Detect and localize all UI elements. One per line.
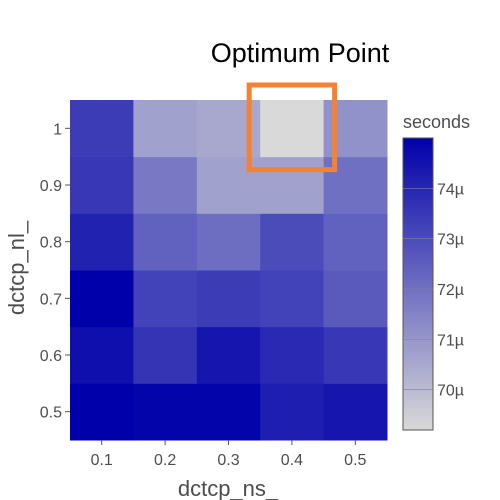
color-legend: seconds 70µ 71µ 72µ 73µ 74µ <box>402 112 470 431</box>
heatmap-cell <box>323 326 388 384</box>
x-axis-title: dctcp_ns_ <box>178 476 279 500</box>
heatmap-cell <box>70 326 134 384</box>
colorbar-tick-label: 74µ <box>437 181 464 198</box>
y-tick-label: 0.5 <box>40 405 62 422</box>
heatmap-cell <box>133 213 198 271</box>
heatmap-cell <box>260 156 325 214</box>
heatmap-cell <box>133 326 198 384</box>
x-tick-label: 0.2 <box>154 452 176 469</box>
heatmap-cell <box>133 100 198 158</box>
optimum-highlight-box <box>246 82 338 173</box>
y-axis-title: dctcp_nl_ <box>4 220 29 315</box>
heatmap-cell <box>323 383 388 441</box>
colorbar <box>402 137 434 431</box>
x-tick-label: 0.1 <box>91 452 113 469</box>
x-tick-label: 0.4 <box>281 452 303 469</box>
heatmap-cell <box>196 270 261 328</box>
y-axis-ticks: 0.5 0.6 0.7 0.8 0.9 1 <box>40 121 70 422</box>
heatmap-cell <box>70 383 134 441</box>
heatmap-cell <box>70 270 134 328</box>
heatmap-cell <box>323 270 388 328</box>
colorbar-tick-label: 71µ <box>437 332 464 349</box>
y-tick-label: 0.8 <box>40 235 62 252</box>
heatmap-cell <box>70 100 134 158</box>
x-axis-ticks: 0.1 0.2 0.3 0.4 0.5 <box>91 440 367 469</box>
colorbar-ticks: 70µ 71µ 72µ 73µ 74µ <box>403 181 464 400</box>
chart-title: Optimum Point <box>211 38 390 68</box>
legend-title: seconds <box>403 112 470 132</box>
heatmap-cell <box>196 326 261 384</box>
y-tick-label: 0.7 <box>40 291 62 308</box>
heatmap-cell <box>260 213 325 271</box>
heatmap-cell <box>260 326 325 384</box>
heatmap-cell <box>70 156 134 214</box>
y-tick-label: 0.6 <box>40 348 62 365</box>
heatmap-cell <box>133 156 198 214</box>
heatmap-cell <box>323 213 388 271</box>
heatmap-cell <box>260 100 325 158</box>
colorbar-tick-label: 72µ <box>437 282 464 299</box>
heatmap-cell <box>260 270 325 328</box>
heatmap-cell <box>70 213 134 271</box>
heatmap-cell <box>133 270 198 328</box>
optimum-highlight-rect <box>246 82 338 173</box>
heatmap-cells <box>70 100 388 441</box>
colorbar-tick-label: 70µ <box>437 383 464 400</box>
heatmap-cell <box>196 213 261 271</box>
x-tick-label: 0.3 <box>217 452 239 469</box>
colorbar-tick-label: 73µ <box>437 232 464 249</box>
x-tick-label: 0.5 <box>344 452 366 469</box>
y-tick-label: 1 <box>53 121 62 138</box>
heatmap-cell <box>196 383 261 441</box>
heatmap-cell <box>133 383 198 441</box>
y-tick-label: 0.9 <box>40 178 62 195</box>
heatmap-cell <box>260 383 325 441</box>
